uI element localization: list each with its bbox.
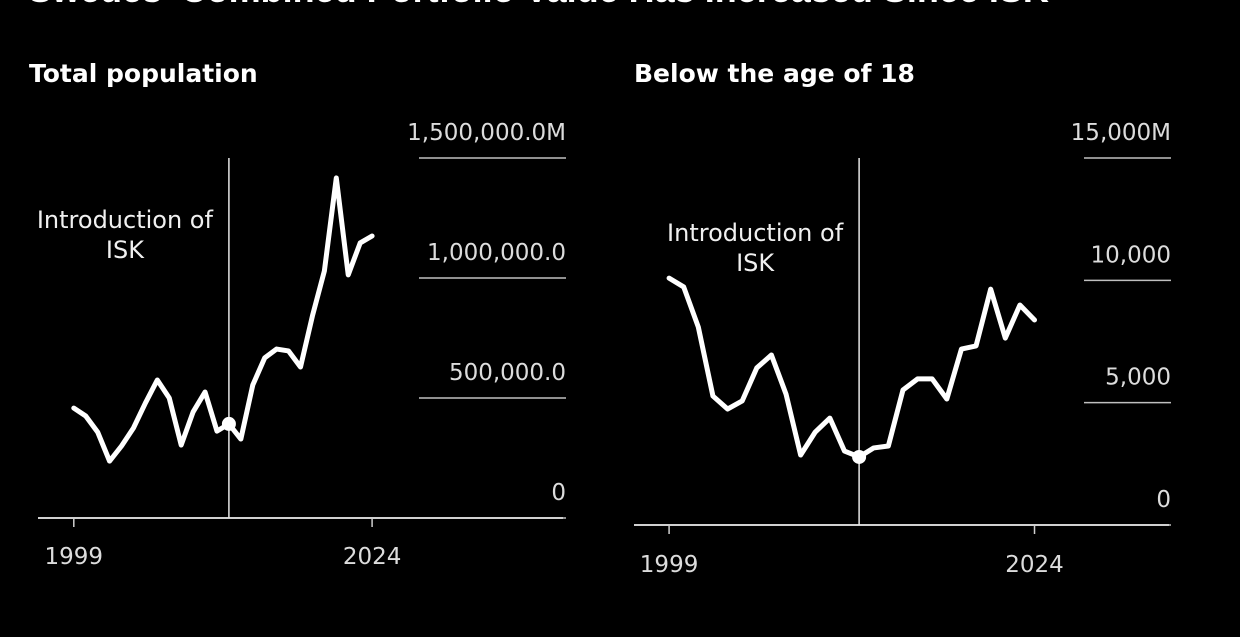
annotation-dot <box>221 416 236 431</box>
annotation-line-text: Introduction of <box>37 206 214 234</box>
y-tick-label: 1,000,000.0 <box>427 240 566 266</box>
x-tick-label: 1999 <box>45 544 104 570</box>
annotation-dot <box>852 449 867 464</box>
x-tick-label: 2024 <box>1005 552 1064 578</box>
subtitle: Below the age of 18 <box>634 59 915 88</box>
y-tick-label: 0 <box>1156 487 1171 513</box>
annotation-line-text: ISK <box>106 236 145 264</box>
x-tick-label: 1999 <box>640 552 699 578</box>
y-tick-label: 5,000 <box>1105 365 1171 391</box>
subtitle: Total population <box>29 59 258 88</box>
annotation-label: Introduction of ISK <box>667 219 844 277</box>
chart-title: Swedes' Combined Portfolio Value Has Inc… <box>28 0 1049 10</box>
annotation-label: Introduction of ISK <box>37 206 214 264</box>
annotation-line-text: ISK <box>736 249 775 277</box>
x-tick-label: 2024 <box>343 544 402 570</box>
y-tick-label: 10,000 <box>1091 242 1171 268</box>
y-tick-label: 0 <box>551 480 566 506</box>
y-tick-label: 1,500,000.0M <box>407 120 566 146</box>
y-tick-label: 15,000M <box>1071 120 1171 146</box>
y-tick-label: 500,000.0 <box>449 360 566 386</box>
annotation-line-text: Introduction of <box>667 219 844 247</box>
data-line <box>666 275 1038 460</box>
